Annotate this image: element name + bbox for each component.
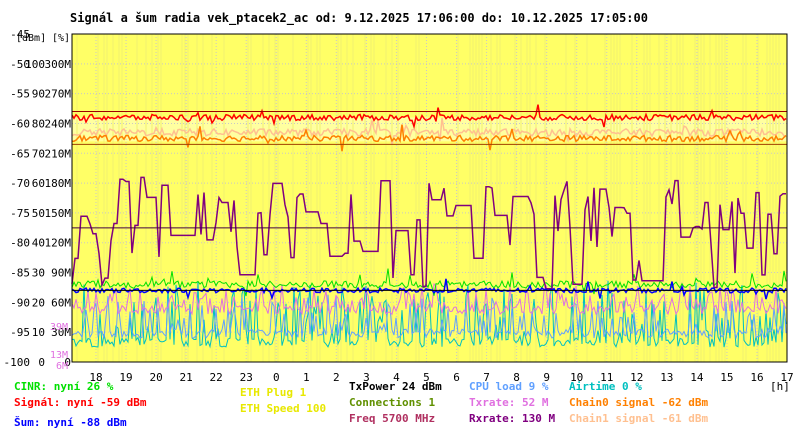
plot-area bbox=[71, 33, 788, 363]
y-tick-pct: 20 bbox=[32, 296, 45, 309]
x-tick-label: 11 bbox=[600, 371, 613, 384]
plot-frame bbox=[71, 33, 788, 363]
y-tick-rate-low: 13M bbox=[50, 350, 68, 361]
y-tick-pct: 0 bbox=[38, 356, 45, 369]
series-cpu-load bbox=[71, 294, 787, 340]
y-tick-dbm: -95 bbox=[10, 326, 30, 339]
legend-chain0: Chain0 signal -62 dBm bbox=[569, 396, 709, 409]
x-tick-label: 14 bbox=[690, 371, 704, 384]
y-tick-pct: 100 bbox=[25, 58, 45, 71]
y-tick-dbm: -70 bbox=[10, 177, 30, 190]
legend-chain1: Chain1 signal -61 dBm bbox=[569, 412, 709, 425]
x-tick-label: 12 bbox=[630, 371, 643, 384]
y-tick-dbm: -100 bbox=[4, 356, 31, 369]
y-tick-speed: 30M bbox=[51, 326, 71, 339]
legend-airtime: Airtime 0 % bbox=[569, 380, 642, 393]
x-tick-label: 18 bbox=[89, 371, 102, 384]
y-unit-pct-label: [%] bbox=[52, 33, 70, 44]
legend-connections: Connections 1 bbox=[349, 396, 436, 409]
x-tick-label: 1 bbox=[303, 371, 310, 384]
x-tick-label: 17 bbox=[780, 371, 793, 384]
y-tick-pct: 10 bbox=[32, 326, 45, 339]
chart-title: Signál a šum radia vek_ptacek2_ac od: 9.… bbox=[70, 11, 648, 26]
y-tick-pct: 70 bbox=[32, 147, 45, 160]
x-tick-label: 0 bbox=[273, 371, 280, 384]
x-tick-label: 20 bbox=[149, 371, 162, 384]
y-tick-pct: 40 bbox=[32, 237, 45, 250]
legend-rxrate: Rxrate: 130 M bbox=[469, 412, 556, 425]
y-tick-pct: 60 bbox=[32, 177, 45, 190]
legend-freq: Freq 5700 MHz bbox=[349, 412, 436, 425]
x-tick-label: 13 bbox=[660, 371, 673, 384]
y-tick-rate-low: 6M bbox=[56, 361, 68, 372]
x-tick-label: 23 bbox=[240, 371, 253, 384]
y-tick-speed: 300M bbox=[45, 58, 72, 71]
y-tick-pct: 50 bbox=[32, 207, 45, 220]
legend-eth-plug: ETH Plug 1 bbox=[240, 386, 307, 399]
series-chain1 bbox=[71, 117, 787, 145]
y-tick-pct: 90 bbox=[32, 88, 45, 101]
series-cinr bbox=[71, 268, 787, 297]
legend-txrate: Txrate: 52 M bbox=[469, 396, 549, 409]
x-axis: 18 19 20 21 22 23 0 1 2 3 4 5 6 7 8 9 10 11 12 13 14 15 16 17 bbox=[89, 371, 793, 384]
x-tick-label: 19 bbox=[119, 371, 132, 384]
y-tick-speed: 90M bbox=[51, 267, 71, 280]
series-chain0 bbox=[72, 124, 787, 152]
y-tick-speed: 120M bbox=[45, 237, 72, 250]
y-tick-dbm: -80 bbox=[10, 237, 30, 250]
y-tick-dbm: -55 bbox=[10, 88, 30, 101]
x-tick-label: 5 bbox=[423, 371, 430, 384]
y-tick-speed: 240M bbox=[45, 117, 72, 130]
y-tick-speed: 0 bbox=[64, 356, 71, 369]
legend-signal: Signál: nyní -59 dBm bbox=[14, 396, 147, 409]
y-tick-speed: 150M bbox=[45, 207, 72, 220]
y-tick-dbm: -60 bbox=[10, 117, 30, 130]
series-signal bbox=[71, 104, 787, 130]
y-tick-speed: 180M bbox=[45, 177, 72, 190]
y-tick-dbm: -75 bbox=[10, 207, 30, 220]
y-tick-speed: 210M bbox=[45, 147, 72, 160]
legend-cinr: CINR: nyní 26 % bbox=[14, 380, 114, 393]
y-tick-dbm: -65 bbox=[10, 147, 30, 160]
y-tick-rate-low: 39M bbox=[50, 322, 68, 333]
y-tick-speed: 60M bbox=[51, 296, 71, 309]
x-tick-label: 6 bbox=[453, 371, 460, 384]
y-unit-dbm-label: [dBm] bbox=[16, 33, 46, 44]
series-rxrate bbox=[71, 176, 786, 290]
x-tick-label: 15 bbox=[720, 371, 733, 384]
y-tick-speed: 270M bbox=[45, 88, 72, 101]
y-tick-pct: 30 bbox=[32, 267, 45, 280]
x-unit-label: [h] bbox=[770, 380, 790, 393]
y-tick-dbm: -50 bbox=[10, 58, 30, 71]
x-tick-label: 21 bbox=[180, 371, 193, 384]
legend-txpower: TxPower 24 dBm bbox=[349, 380, 442, 393]
y-tick-pct: 80 bbox=[32, 117, 45, 130]
x-tick-label: 9 bbox=[543, 371, 550, 384]
y-tick-dbm: -85 bbox=[10, 267, 30, 280]
legend-noise: Šum: nyní -88 dBm bbox=[14, 416, 127, 429]
x-tick-label: 8 bbox=[513, 371, 520, 384]
x-tick-label: 16 bbox=[750, 371, 763, 384]
y-tick-dbm: -45 bbox=[10, 28, 30, 41]
x-tick-label: 22 bbox=[210, 371, 223, 384]
x-tick-label: 4 bbox=[393, 371, 400, 384]
x-tick-label: 3 bbox=[363, 371, 370, 384]
x-tick-label: 2 bbox=[333, 371, 340, 384]
y-tick-dbm: -90 bbox=[10, 296, 30, 309]
series-txrate bbox=[71, 281, 787, 316]
x-tick-label: 7 bbox=[483, 371, 490, 384]
legend-eth-speed: ETH Speed 100 bbox=[240, 402, 327, 415]
x-tick-label: 10 bbox=[570, 371, 583, 384]
legend-cpu-load: CPU load 9 % bbox=[469, 380, 549, 393]
